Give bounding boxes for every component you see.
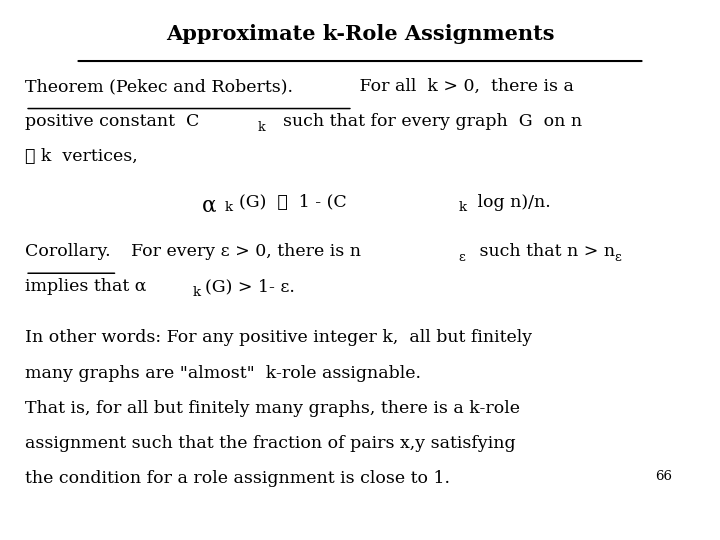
Text: (G)  ≳  1 - (C: (G) ≳ 1 - (C: [239, 194, 347, 211]
Text: the condition for a role assignment is close to 1.: the condition for a role assignment is c…: [25, 470, 450, 487]
Text: assignment such that the fraction of pairs x,y satisfying: assignment such that the fraction of pai…: [25, 435, 516, 451]
Text: ε: ε: [614, 251, 621, 264]
Text: k: k: [225, 201, 233, 214]
Text: Approximate k-Role Assignments: Approximate k-Role Assignments: [166, 24, 554, 44]
Text: k: k: [193, 286, 201, 299]
Text: such that for every graph  G  on n: such that for every graph G on n: [272, 113, 582, 130]
Text: Corollary.: Corollary.: [25, 243, 111, 260]
Text: For all  k > 0,  there is a: For all k > 0, there is a: [354, 78, 574, 95]
Text: ε: ε: [459, 251, 466, 264]
Text: implies that α: implies that α: [25, 278, 147, 295]
Text: (G) > 1- ε.: (G) > 1- ε.: [205, 278, 295, 295]
Text: That is, for all but finitely many graphs, there is a k-role: That is, for all but finitely many graph…: [25, 400, 521, 416]
Text: positive constant  C: positive constant C: [25, 113, 199, 130]
Text: α: α: [202, 194, 216, 217]
Text: For every ε > 0, there is n: For every ε > 0, there is n: [120, 243, 361, 260]
Text: 66: 66: [655, 470, 672, 483]
Text: ≳ k  vertices,: ≳ k vertices,: [25, 148, 138, 165]
Text: k: k: [258, 121, 266, 134]
Text: Theorem (Pekec and Roberts).: Theorem (Pekec and Roberts).: [25, 78, 293, 95]
Text: In other words: For any positive integer k,  all but finitely: In other words: For any positive integer…: [25, 329, 532, 346]
Text: such that n > n: such that n > n: [474, 243, 615, 260]
Text: many graphs are "almost"  k-role assignable.: many graphs are "almost" k-role assignab…: [25, 364, 421, 381]
Text: k: k: [459, 201, 467, 214]
Text: log n)/n.: log n)/n.: [472, 194, 550, 211]
